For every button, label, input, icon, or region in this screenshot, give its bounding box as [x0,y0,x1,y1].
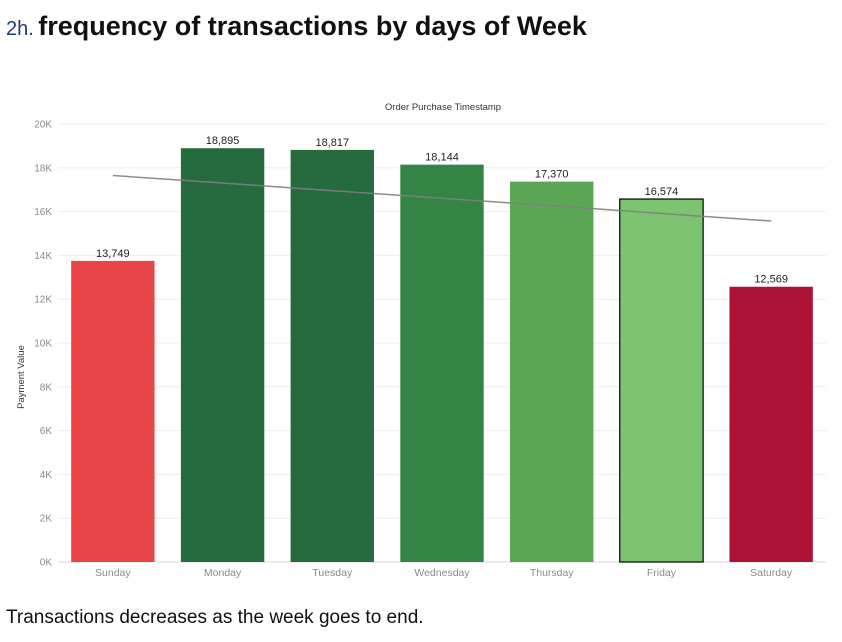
category-label-saturday: Saturday [750,567,793,579]
bar-chart: Order Purchase Timestamp Payment Value 0… [0,90,842,595]
page-heading: 2h. frequency of transactions by days of… [6,8,587,49]
category-label-tuesday: Tuesday [312,567,353,579]
y-tick-label: 14K [34,251,52,262]
bar-wednesday[interactable] [400,165,483,562]
data-label-saturday: 12,569 [754,274,788,286]
y-tick-label: 20K [34,120,52,131]
data-label-tuesday: 18,817 [315,137,349,149]
y-tick-label: 10K [34,339,52,350]
heading-title: frequency of transactions by days of Wee… [38,11,587,41]
category-label-wednesday: Wednesday [414,567,470,579]
bar-sunday[interactable] [71,261,154,562]
y-axis-ticks: 0K 2K 4K 6K 8K 10K 12K 14K 16K 18K 20K [34,120,52,569]
data-label-thursday: 17,370 [535,169,569,181]
y-tick-label: 0K [40,558,53,569]
category-label-thursday: Thursday [530,567,575,579]
y-tick-label: 8K [40,382,53,393]
y-axis-title: Payment Value [16,345,27,409]
bar-tuesday[interactable] [291,150,374,562]
category-labels: Sunday Monday Tuesday Wednesday Thursday Frid… [95,567,793,579]
category-label-monday: Monday [204,567,242,579]
chart-title: Order Purchase Timestamp [385,102,501,113]
caption-text: Transactions decreases as the week goes … [6,607,424,629]
y-tick-label: 12K [34,295,52,306]
bar-monday[interactable] [181,148,264,562]
data-label-friday: 16,574 [645,186,679,198]
y-tick-label: 18K [34,163,52,174]
bar-thursday[interactable] [510,182,593,562]
data-label-monday: 18,895 [206,135,240,147]
y-tick-label: 4K [40,470,53,481]
data-label-sunday: 13,749 [96,248,130,260]
y-tick-label: 6K [40,426,53,437]
bars [71,148,813,562]
category-label-friday: Friday [647,567,677,579]
bar-friday[interactable] [620,199,703,562]
y-tick-label: 16K [34,207,52,218]
bar-saturday[interactable] [729,287,812,562]
category-label-sunday: Sunday [95,567,131,579]
y-tick-label: 2K [40,514,53,525]
data-label-wednesday: 18,144 [425,152,459,164]
heading-number: 2h. [6,18,34,40]
